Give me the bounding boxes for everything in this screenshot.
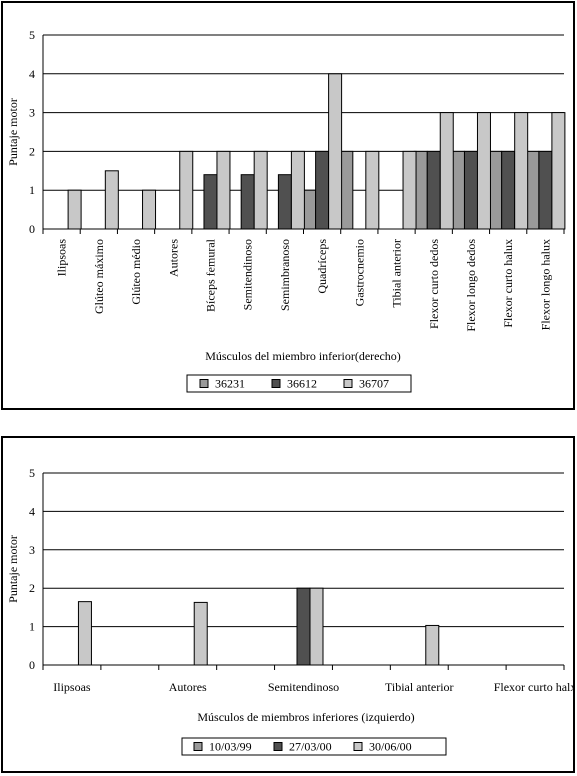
bar-3 — [179, 150, 194, 230]
bar-3 — [253, 150, 268, 230]
bar-3 — [142, 189, 157, 230]
legend-label-2: 27/03/00 — [289, 740, 332, 754]
bar-3 — [104, 170, 119, 230]
bar-3 — [193, 601, 208, 666]
x-tick-label: Ilipsoas — [55, 239, 69, 277]
bar-3 — [290, 150, 305, 230]
x-tick-label: Ilipsoas — [53, 680, 91, 694]
chart-left-leg: 0 1 2 3 4 5 Ilipsoas Autores Semitendinoso Tibial… — [6, 466, 573, 756]
bar-2 — [538, 150, 553, 230]
x-tick-label: Semitendinoso — [241, 239, 255, 310]
x-tick-label: Flexor longo dedos — [464, 239, 478, 332]
x-tick-label: Autores — [166, 239, 180, 277]
y-tick-label: 5 — [29, 28, 35, 42]
x-tick-label: Bíceps femural — [203, 238, 217, 312]
y-tick-label: 0 — [29, 222, 35, 236]
chart-right-leg: 0 1 2 3 4 5 Ilipsoas Glúteo máximo Glúteo médio A… — [6, 28, 566, 393]
x-tick-label: Semimbranoso — [278, 239, 292, 311]
x-tick-label: Tibial anterior — [385, 680, 454, 694]
legend-label-2: 36612 — [287, 377, 317, 391]
y-tick-label: 3 — [29, 543, 35, 557]
x-tick-label: Flexor curto dedos — [427, 239, 441, 329]
bar-2 — [463, 150, 478, 230]
x-axis-title: Músculos del miembro inferior(derecho) — [205, 349, 401, 363]
legend-label-1: 10/03/99 — [209, 740, 252, 754]
bar-3 — [425, 624, 440, 666]
y-tick-label: 2 — [29, 144, 35, 158]
bar-2 — [501, 150, 516, 230]
x-tick-label: Gastrocnemio — [352, 239, 366, 306]
y-tick-label: 2 — [29, 581, 35, 595]
bar-2 — [240, 174, 255, 230]
x-tick-label: Flexor longo halux — [538, 239, 552, 330]
x-tick-label: Tibial anterior — [390, 239, 404, 308]
legend-box — [186, 374, 412, 393]
y-tick-label: 3 — [29, 106, 35, 120]
legend-swatch-2 — [271, 379, 281, 388]
bar-3 — [439, 112, 454, 230]
x-axis-title: Músculos de miembros inferiores (izquier… — [197, 710, 414, 724]
y-tick-label: 5 — [29, 466, 35, 480]
bar-3 — [402, 150, 417, 230]
y-axis-title: Puntaje motor — [6, 535, 20, 603]
legend-swatch-3 — [353, 742, 363, 751]
bar-3 — [514, 112, 529, 230]
y-tick-label: 4 — [29, 504, 35, 518]
legend-swatch-3 — [343, 379, 353, 388]
x-tick-label: Flexor curto halx — [494, 680, 573, 694]
x-tick-label: Semitendinoso — [268, 680, 339, 694]
chart-panel-left: 0 1 2 3 4 5 Ilipsoas Autores Semitendinoso Tibial… — [1, 436, 575, 773]
chart-panel-right: 0 1 2 3 4 5 Ilipsoas Glúteo máximo Glúteo médio A… — [1, 1, 575, 410]
y-axis-title: Puntaje motor — [6, 98, 20, 166]
x-tick-label: Glúteo médio — [129, 239, 143, 305]
y-tick-label: 1 — [29, 620, 35, 634]
bar-3 — [328, 73, 343, 230]
bar-2 — [315, 150, 330, 230]
bar-3 — [476, 112, 491, 230]
legend-label-3: 30/06/00 — [369, 740, 412, 754]
y-tick-label: 0 — [29, 658, 35, 672]
x-tick-label: Flexor curto halux — [501, 239, 515, 328]
bar-3 — [216, 150, 231, 230]
bar-3 — [67, 189, 82, 230]
bar-2 — [203, 174, 218, 230]
legend-label-1: 36231 — [215, 377, 245, 391]
legend-swatch-1 — [199, 379, 209, 388]
bar-2 — [296, 587, 311, 666]
bar-3 — [309, 587, 324, 666]
x-tick-label: Quadríceps — [315, 239, 329, 294]
legend-box — [181, 737, 447, 756]
bar-3 — [551, 112, 566, 230]
legend-label-3: 36707 — [359, 377, 389, 391]
bar-2 — [426, 150, 441, 230]
x-tick-label: Autores — [169, 680, 207, 694]
bar-2 — [277, 174, 292, 230]
legend-swatch-2 — [273, 742, 283, 751]
x-tick-label: Glúteo máximo — [92, 239, 106, 314]
legend-swatch-1 — [193, 742, 203, 751]
bar-3 — [365, 150, 380, 230]
y-tick-label: 1 — [29, 183, 35, 197]
bar-3 — [77, 601, 92, 666]
y-tick-label: 4 — [29, 67, 35, 81]
